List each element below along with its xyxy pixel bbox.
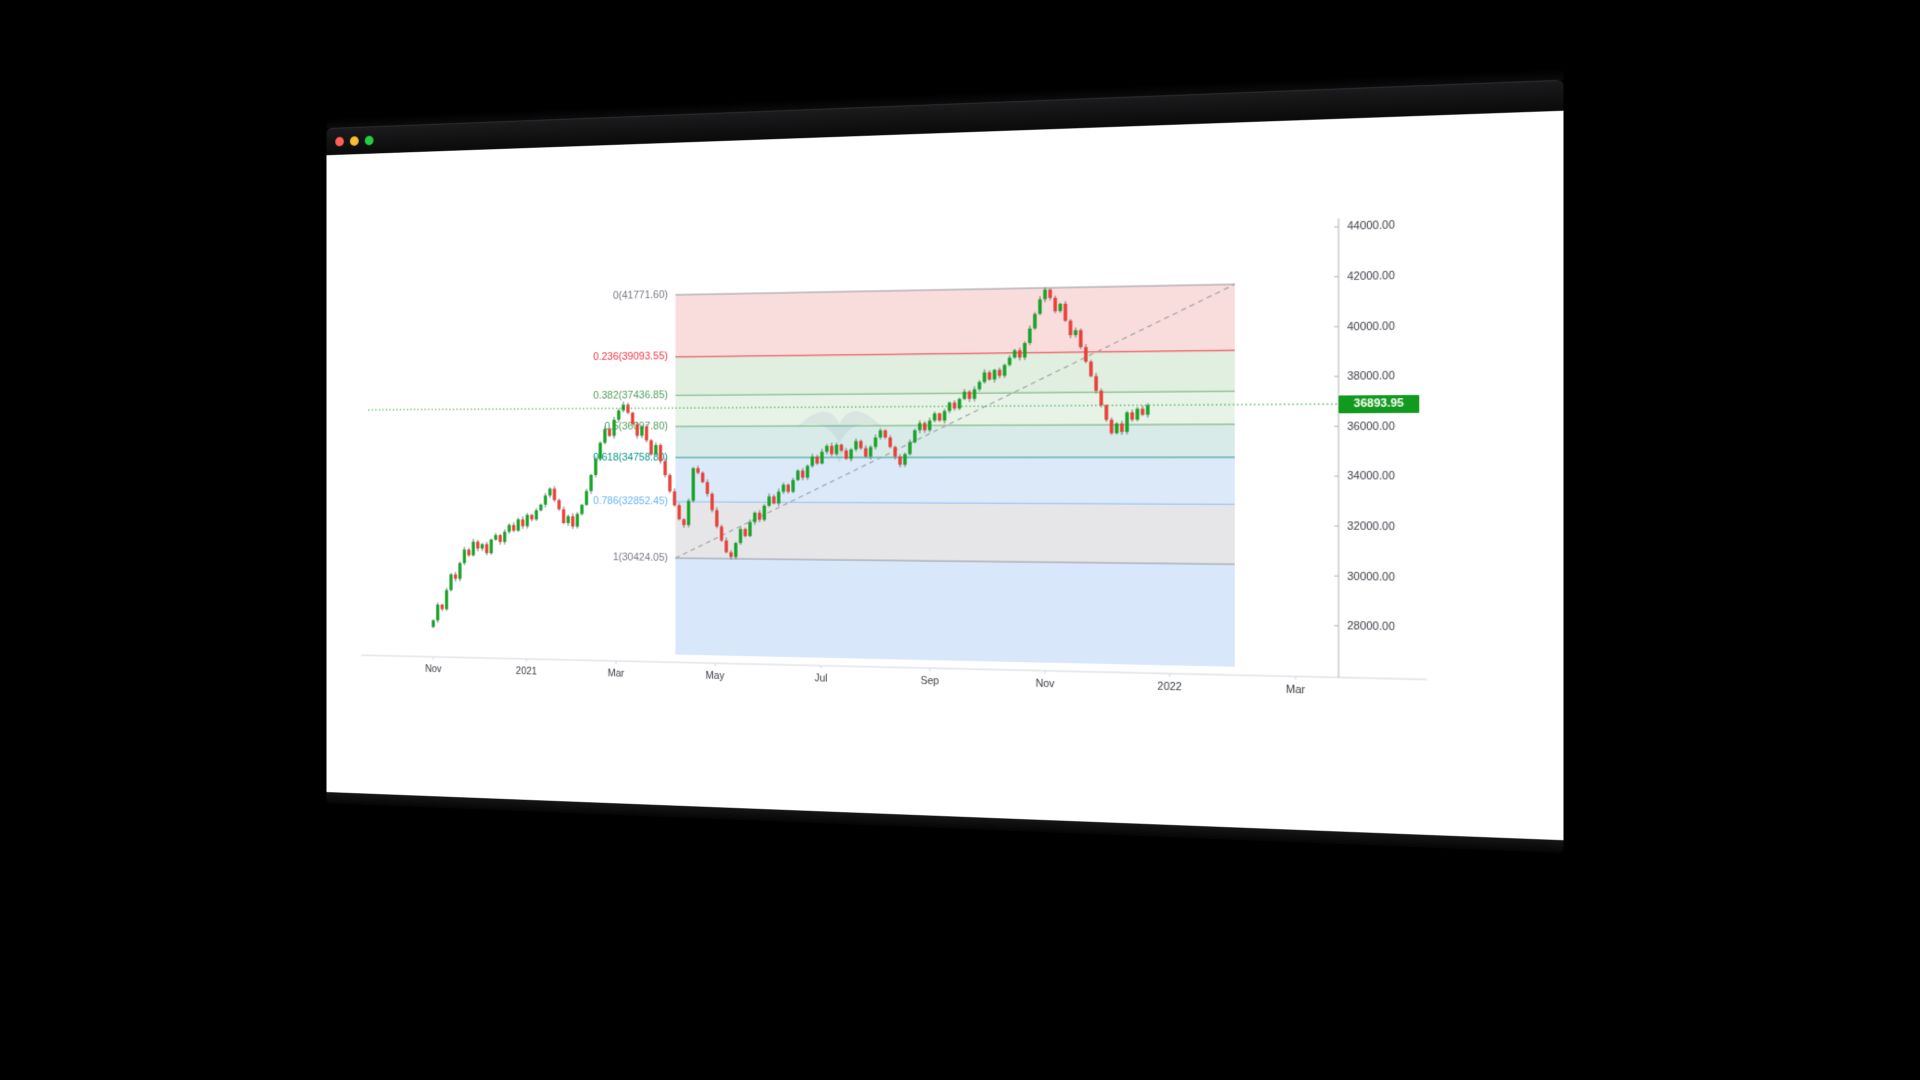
broker-logo-watermark xyxy=(796,411,883,464)
close-button[interactable] xyxy=(335,136,344,147)
chart-panel: 0(41771.60) 0.236(39093.55) 0.382(37436.… xyxy=(326,110,1564,841)
svg-text:40000.00: 40000.00 xyxy=(1347,321,1395,333)
svg-text:28000.00: 28000.00 xyxy=(1347,621,1395,633)
app-window: 0(41771.60) 0.236(39093.55) 0.382(37436.… xyxy=(326,68,1564,854)
svg-text:Nov: Nov xyxy=(1036,679,1056,691)
svg-text:32000.00: 32000.00 xyxy=(1347,521,1395,533)
svg-text:42000.00: 42000.00 xyxy=(1347,271,1395,284)
svg-text:44000.00: 44000.00 xyxy=(1347,221,1395,234)
svg-text:Mar: Mar xyxy=(1286,684,1306,696)
last-price-badge: 36893.95 xyxy=(1338,394,1420,413)
svg-text:2021: 2021 xyxy=(516,666,537,677)
svg-text:Nov: Nov xyxy=(425,664,442,675)
traffic-lights xyxy=(335,135,374,147)
svg-text:2022: 2022 xyxy=(1157,681,1182,693)
zoom-button[interactable] xyxy=(364,135,374,146)
svg-text:34000.00: 34000.00 xyxy=(1347,471,1395,483)
svg-text:Jul: Jul xyxy=(815,673,828,684)
svg-text:May: May xyxy=(706,671,725,682)
svg-text:Sep: Sep xyxy=(920,676,939,688)
minimize-button[interactable] xyxy=(349,136,359,146)
svg-text:38000.00: 38000.00 xyxy=(1347,371,1395,383)
svg-text:Mar: Mar xyxy=(608,668,625,679)
candlestick-chart[interactable]: 44000.00 42000.00 40000.00 38000.00 36000.00… xyxy=(327,111,1564,840)
svg-text:30000.00: 30000.00 xyxy=(1347,571,1395,583)
svg-text:36000.00: 36000.00 xyxy=(1347,421,1395,433)
